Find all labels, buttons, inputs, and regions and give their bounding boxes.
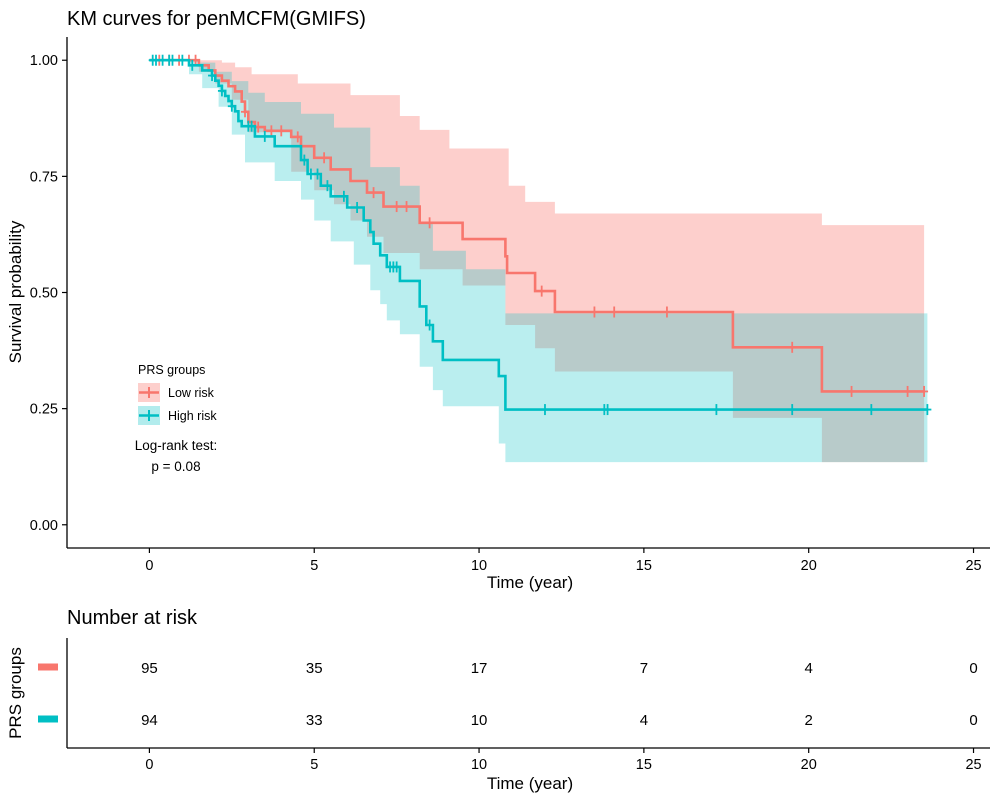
logrank-pvalue: p = 0.08 <box>151 459 200 474</box>
censor-mark-high-risk <box>260 130 269 142</box>
censor-mark-high-risk <box>247 120 256 132</box>
censor-mark-high-risk <box>178 54 187 66</box>
x-tick-label: 10 <box>471 558 487 574</box>
risk-x-tick-label: 10 <box>471 757 487 773</box>
censor-mark-low-risk <box>610 306 619 318</box>
censor-mark-high-risk <box>339 190 348 202</box>
censor-mark-high-risk <box>323 180 332 192</box>
censor-mark-high-risk <box>313 168 322 180</box>
ci-band-low-risk <box>149 60 925 463</box>
censor-mark-high-risk <box>425 319 434 331</box>
risk-count-high-risk: 33 <box>306 712 323 729</box>
y-tick-label: 1.00 <box>30 53 58 69</box>
risk-count-high-risk: 10 <box>471 712 488 729</box>
censor-mark-low-risk <box>903 385 912 397</box>
censor-mark-low-risk <box>293 131 302 143</box>
censor-mark-high-risk <box>603 404 612 416</box>
censor-mark-high-risk <box>188 59 197 71</box>
km-curve-high-risk <box>149 58 928 411</box>
censor-mark-high-risk <box>208 70 217 82</box>
censor-mark-high-risk <box>867 404 876 416</box>
x-axis-title: Time (year) <box>487 573 573 592</box>
censor-mark-high-risk <box>168 54 177 66</box>
risk-table-title: Number at risk <box>67 607 198 629</box>
legend-label-high-risk: High risk <box>168 409 217 423</box>
y-tick-label: 0.25 <box>30 402 58 418</box>
censor-mark-low-risk <box>662 306 671 318</box>
risk-table-area: 95 35 17 7 4 094 33 10 4 2 00 5 10 15 20 25 <box>38 638 990 773</box>
risk-x-tick-label: 5 <box>310 757 318 773</box>
risk-count-low-risk: 7 <box>640 660 648 677</box>
x-tick-label: 0 <box>145 558 153 574</box>
y-tick-label: 0.75 <box>30 169 58 185</box>
ci-band-high-risk <box>149 60 928 463</box>
legend-title: PRS groups <box>138 363 205 377</box>
risk-x-tick-label: 25 <box>965 757 981 773</box>
risk-count-high-risk: 94 <box>141 712 158 729</box>
censor-mark-low-risk <box>425 217 434 229</box>
censor-mark-high-risk <box>712 404 721 416</box>
y-axis-title: Survival probability <box>6 220 25 363</box>
y-tick-label: 0.50 <box>30 286 58 302</box>
km-curve-low-risk <box>149 58 925 393</box>
censor-mark-low-risk <box>788 341 797 353</box>
x-tick-label: 25 <box>965 558 981 574</box>
x-tick-label: 5 <box>310 558 318 574</box>
risk-count-low-risk: 0 <box>969 660 977 677</box>
x-tick-label: 20 <box>801 558 817 574</box>
censor-mark-low-risk <box>277 125 286 137</box>
censor-mark-high-risk <box>353 201 362 213</box>
risk-x-tick-label: 20 <box>801 757 817 773</box>
risk-x-tick-label: 0 <box>145 757 153 773</box>
censor-mark-low-risk <box>267 125 276 137</box>
risk-table-y-title: PRS groups <box>6 647 25 739</box>
risk-count-low-risk: 17 <box>471 660 488 677</box>
censor-mark-high-risk <box>923 404 932 416</box>
legend: PRS groups Low risk High risk <box>138 363 217 425</box>
censor-mark-low-risk <box>590 306 599 318</box>
km-plot-area: 0.00 0.25 0.50 0.75 1.00 0 5 10 15 20 25 <box>30 37 990 574</box>
risk-x-tick-label: 15 <box>636 757 652 773</box>
y-tick-label: 0.00 <box>30 518 58 534</box>
censor-mark-low-risk <box>537 285 546 297</box>
censor-mark-high-risk <box>227 100 236 112</box>
risk-count-high-risk: 4 <box>640 712 648 729</box>
censor-mark-high-risk <box>217 85 226 97</box>
censor-mark-low-risk <box>392 201 401 213</box>
risk-count-low-risk: 95 <box>141 660 158 677</box>
risk-table-x-title: Time (year) <box>487 774 573 793</box>
legend-label-low-risk: Low risk <box>168 386 215 400</box>
censor-mark-low-risk <box>402 201 411 213</box>
censor-mark-low-risk <box>320 152 329 164</box>
risk-count-high-risk: 0 <box>969 712 977 729</box>
risk-count-low-risk: 4 <box>805 660 813 677</box>
risk-count-low-risk: 35 <box>306 660 323 677</box>
censor-mark-low-risk <box>241 106 250 118</box>
censor-mark-high-risk <box>392 261 401 273</box>
logrank-label: Log-rank test: <box>135 438 218 453</box>
risk-row-swatch-low-risk <box>38 663 58 671</box>
censor-mark-low-risk <box>847 385 856 397</box>
risk-count-high-risk: 2 <box>805 712 813 729</box>
censor-mark-high-risk <box>788 404 797 416</box>
chart-title: KM curves for penMCFM(GMIFS) <box>67 8 366 30</box>
censor-mark-low-risk <box>369 187 378 199</box>
censor-mark-high-risk <box>540 404 549 416</box>
risk-row-swatch-high-risk <box>38 715 58 723</box>
censor-mark-high-risk <box>300 154 309 166</box>
x-tick-label: 15 <box>636 558 652 574</box>
censor-mark-low-risk <box>920 385 929 397</box>
